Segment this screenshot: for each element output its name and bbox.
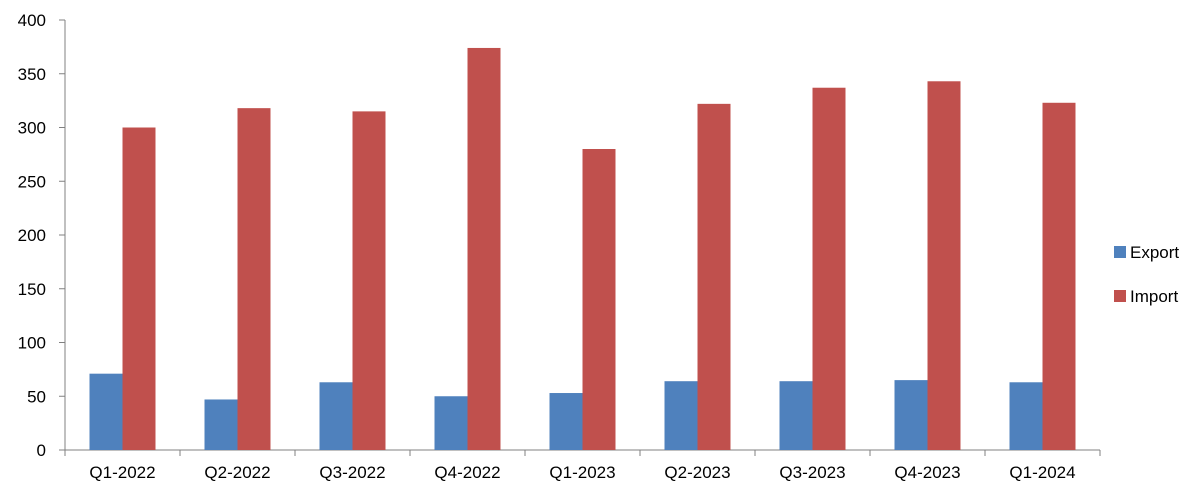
bar-export-q1-2022: [89, 373, 123, 450]
bar-export-q2-2022: [204, 399, 238, 450]
legend-swatch-export: [1114, 246, 1126, 258]
bar-import-q2-2023: [697, 103, 731, 450]
bar-import-q3-2023: [812, 87, 846, 450]
bar-import-q1-2022: [122, 127, 156, 450]
x-tick-label: Q2-2022: [204, 463, 270, 482]
bar-export-q4-2023: [894, 380, 928, 450]
bar-export-q2-2023: [664, 381, 698, 450]
x-tick-label: Q4-2023: [894, 463, 960, 482]
bar-import-q4-2023: [927, 81, 961, 451]
y-tick-label: 250: [18, 172, 46, 191]
y-tick-label: 100: [18, 334, 46, 353]
x-tick-label: Q3-2023: [779, 463, 845, 482]
legend-label-import: Import: [1130, 287, 1178, 306]
legend: Export Import: [1114, 243, 1179, 306]
bar-export-q1-2024: [1009, 382, 1043, 450]
x-tick-label: Q1-2022: [89, 463, 155, 482]
bar-export-q4-2022: [434, 396, 468, 450]
bar-import-q2-2022: [237, 108, 271, 451]
y-tick-label: 200: [18, 226, 46, 245]
legend-label-export: Export: [1130, 243, 1179, 262]
bars: [89, 47, 1076, 451]
x-tick-label: Q4-2022: [434, 463, 500, 482]
legend-swatch-import: [1114, 290, 1126, 302]
x-tick-label: Q1-2024: [1009, 463, 1075, 482]
y-tick-label: 0: [37, 441, 46, 460]
bar-import-q1-2024: [1042, 102, 1076, 451]
bar-export-q3-2022: [319, 382, 353, 450]
bar-export-q1-2023: [549, 393, 583, 450]
bar-export-q3-2023: [779, 381, 813, 450]
bar-import-q1-2023: [582, 149, 616, 450]
y-tick-label: 400: [18, 11, 46, 30]
x-axis: Q1-2022 Q2-2022 Q3-2022 Q4-2022 Q1-2023 Q2-20…: [64, 449, 1101, 482]
x-tick-label: Q1-2023: [549, 463, 615, 482]
x-tick-label: Q2-2023: [664, 463, 730, 482]
y-tick-label: 350: [18, 65, 46, 84]
y-axis: 0 50 100 150 200 250 300 350 400: [18, 11, 66, 460]
y-tick-label: 150: [18, 280, 46, 299]
y-tick-label: 300: [18, 119, 46, 138]
y-tick-label: 50: [27, 387, 46, 406]
bar-import-q4-2022: [467, 47, 501, 450]
bar-import-q3-2022: [352, 111, 386, 450]
x-tick-label: Q3-2022: [319, 463, 385, 482]
